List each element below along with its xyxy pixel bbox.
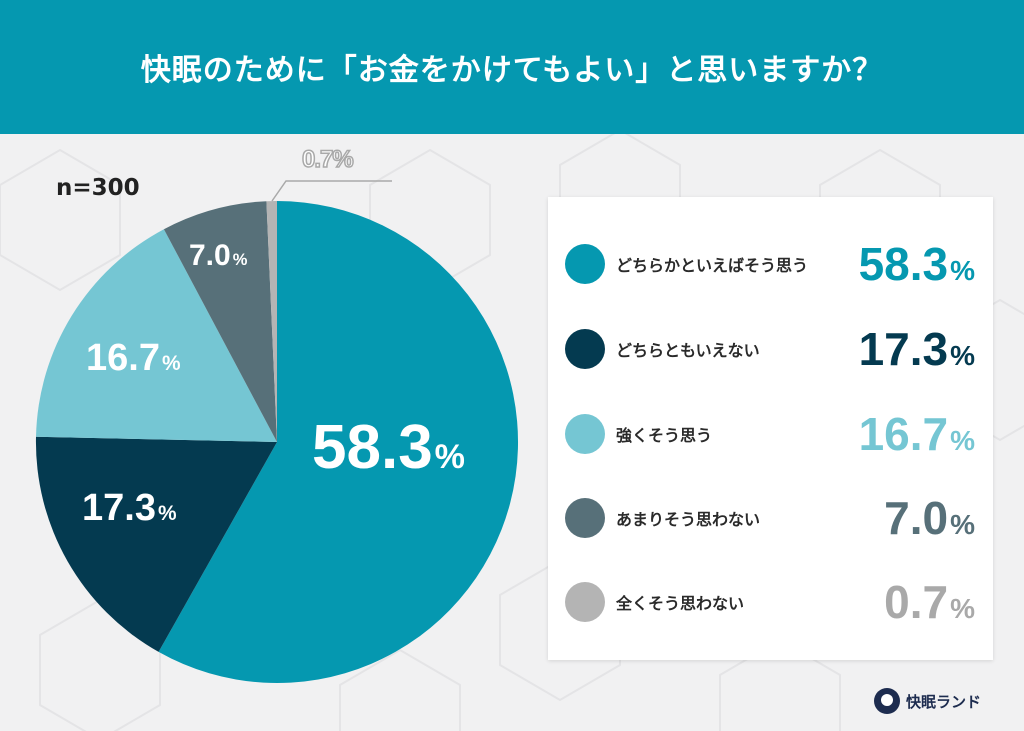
logo-text: 快眠ランド [906, 692, 982, 711]
slice-label-17-3: 17.3% [82, 487, 177, 530]
slice-value: 17.3 [82, 487, 156, 529]
brand-logo: 快眠ランド [874, 688, 981, 714]
legend-swatch-icon [565, 582, 605, 622]
slice-not-really [163, 201, 277, 442]
legend-label: どちらかといえばそう思う [616, 256, 809, 275]
legend-item: どちらともいえない 17.3% [548, 319, 993, 379]
legend-swatch-icon [565, 414, 605, 454]
callout-leader-line [271, 180, 392, 202]
title-banner: 快眠のために「お金をかけてもよい」と思いますか？ [0, 0, 1024, 134]
percent-sign: % [434, 438, 465, 476]
legend-label: 全くそう思わない [616, 594, 745, 613]
legend-number: 7.0 [884, 492, 949, 544]
chart-title: 快眠のために「お金をかけてもよい」と思いますか？ [140, 53, 884, 88]
percent-sign: % [950, 593, 975, 624]
percent-sign: % [950, 425, 975, 456]
percent-sign: % [232, 251, 248, 269]
legend-label: どちらともいえない [616, 341, 760, 360]
legend-number: 16.7 [858, 408, 949, 460]
legend-value: 17.3% [859, 322, 975, 376]
slice-not-at-all [266, 200, 277, 442]
slice-neutral [35, 436, 277, 652]
slice-label-58: 58.3% [312, 412, 465, 483]
logo-emblem-icon [874, 688, 900, 714]
slice-label-7-0: 7.0% [189, 239, 247, 273]
legend-label: あまりそう思わない [616, 510, 761, 529]
legend-value: 16.7% [859, 407, 975, 461]
legend-number: 17.3 [858, 323, 949, 375]
legend-item: どちらかといえばそう思う 58.3% [548, 234, 993, 294]
legend-value: 58.3% [859, 237, 975, 291]
percent-sign: % [950, 255, 975, 286]
legend-value: 0.7% [884, 575, 975, 629]
legend-value: 7.0% [884, 491, 975, 545]
slice-label-16-7: 16.7% [86, 337, 181, 380]
slice-value: 58.3 [312, 413, 433, 482]
slice-somewhat-agree [158, 201, 519, 683]
legend-item: 強くそう思う 16.7% [548, 404, 993, 464]
legend-swatch-icon [565, 329, 605, 369]
percent-sign: % [161, 352, 181, 375]
legend-item: 全くそう思わない 0.7% [548, 572, 993, 632]
legend-panel: どちらかといえばそう思う 58.3% どちらともいえない 17.3% 強くそう思… [548, 197, 993, 660]
percent-sign: % [157, 502, 177, 525]
legend-swatch-icon [565, 244, 605, 284]
percent-sign: % [950, 509, 975, 540]
slice-label-0-7-callout: 0.7% [301, 145, 354, 174]
percent-sign: % [950, 340, 975, 371]
sample-size-label: n=300 [56, 175, 140, 201]
legend-number: 0.7 [884, 576, 949, 628]
slice-strongly-agree [36, 229, 277, 442]
legend-number: 58.3 [858, 238, 949, 290]
slice-value: 7.0 [189, 239, 231, 272]
legend-label: 強くそう思う [616, 426, 713, 445]
legend-item: あまりそう思わない 7.0% [548, 488, 993, 548]
slice-value: 16.7 [86, 337, 160, 379]
legend-swatch-icon [565, 498, 605, 538]
